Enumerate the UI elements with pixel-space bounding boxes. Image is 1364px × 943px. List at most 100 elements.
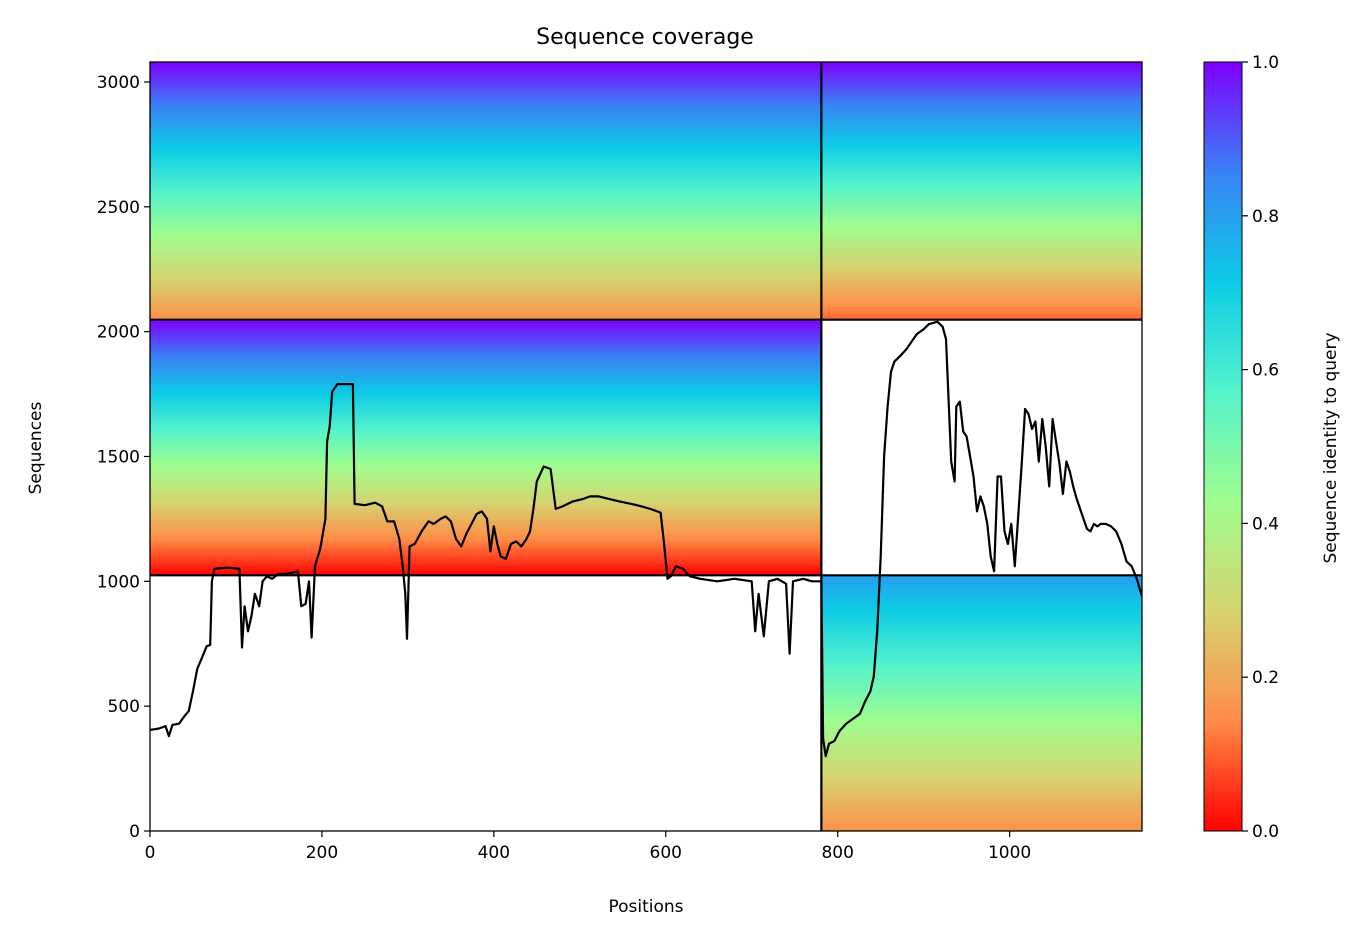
msa-row [150,324,822,328]
y-tick-label: 1500 [97,447,140,467]
msa-row [821,193,1142,196]
msa-row [821,284,1142,288]
msa-row [821,610,1142,613]
msa-row [150,391,822,395]
msa-row [150,223,822,227]
msa-row [150,401,822,404]
msa-row [821,652,1142,655]
msa-row [821,805,1142,809]
msa-row [150,256,822,260]
msa-row [821,726,1142,730]
msa-row [150,174,822,178]
colorbar-tick-label: 1.0 [1252,53,1279,73]
msa-row [821,179,1142,182]
msa-row [821,310,1142,314]
msa-row [150,66,822,70]
msa-row [150,405,822,409]
msa-row [150,552,822,555]
msa-row [821,703,1142,706]
msa-row [821,298,1142,302]
msa-row [821,181,1142,185]
msa-row [821,598,1142,602]
msa-row [821,740,1142,744]
msa-row [150,139,822,143]
msa-row [821,775,1142,778]
msa-row [821,791,1142,795]
msa-row [821,724,1142,727]
msa-row [821,638,1142,641]
msa-row [150,507,822,511]
msa-row [150,115,822,119]
colorbar-tick-label: 0.0 [1252,822,1279,842]
msa-row [821,90,1142,93]
colorbar-tick-label: 0.8 [1252,207,1279,227]
msa-row [821,635,1142,639]
msa-row [821,64,1142,68]
msa-row [150,370,822,374]
msa-row [150,87,822,91]
msa-row [821,747,1142,751]
msa-row [821,821,1142,825]
msa-row [821,714,1142,718]
msa-row [150,493,822,497]
msa-row [821,710,1142,713]
msa-row [821,789,1142,792]
msa-row [150,293,822,297]
msa-row [150,80,822,84]
msa-row [821,277,1142,281]
msa-row [821,668,1142,672]
msa-row [150,106,822,110]
msa-row [150,244,822,248]
msa-row [150,179,822,182]
msa-row [150,445,822,448]
msa-row [150,496,822,500]
msa-row [150,570,822,574]
msa-row [150,398,822,402]
msa-row [150,162,822,166]
msa-row [150,354,822,358]
msa-row [150,254,822,257]
msa-row [150,265,822,269]
msa-row [821,684,1142,688]
msa-row [821,782,1142,785]
msa-row [821,735,1142,739]
msa-row [150,300,822,304]
msa-row [821,286,1142,290]
msa-row [150,78,822,82]
msa-row [821,207,1142,210]
msa-row [821,777,1142,781]
msa-row [150,181,822,185]
msa-row [821,589,1142,593]
msa-row [150,410,822,414]
msa-row [150,568,822,572]
msa-row [821,134,1142,138]
msa-row [150,129,822,133]
msa-row [150,307,822,311]
msa-row [821,749,1142,753]
msa-row [821,136,1142,140]
msa-row [821,155,1142,159]
msa-row [150,101,822,105]
msa-row [821,247,1142,250]
msa-row [821,659,1142,662]
msa-row [150,305,822,309]
msa-row [821,197,1142,201]
msa-row [150,216,822,220]
msa-row [821,621,1142,625]
msa-row [821,742,1142,746]
msa-row [150,218,822,222]
msa-row [150,440,822,444]
msa-row [821,204,1142,208]
msa-row [821,176,1142,180]
msa-row [150,64,822,68]
msa-row [821,122,1142,126]
msa-row [150,158,822,161]
msa-row [150,559,822,562]
msa-row [821,244,1142,248]
msa-row [150,407,822,411]
msa-row [821,579,1142,583]
msa-row [150,428,822,432]
msa-row [150,312,822,316]
x-tick-label: 1000 [988,843,1031,863]
